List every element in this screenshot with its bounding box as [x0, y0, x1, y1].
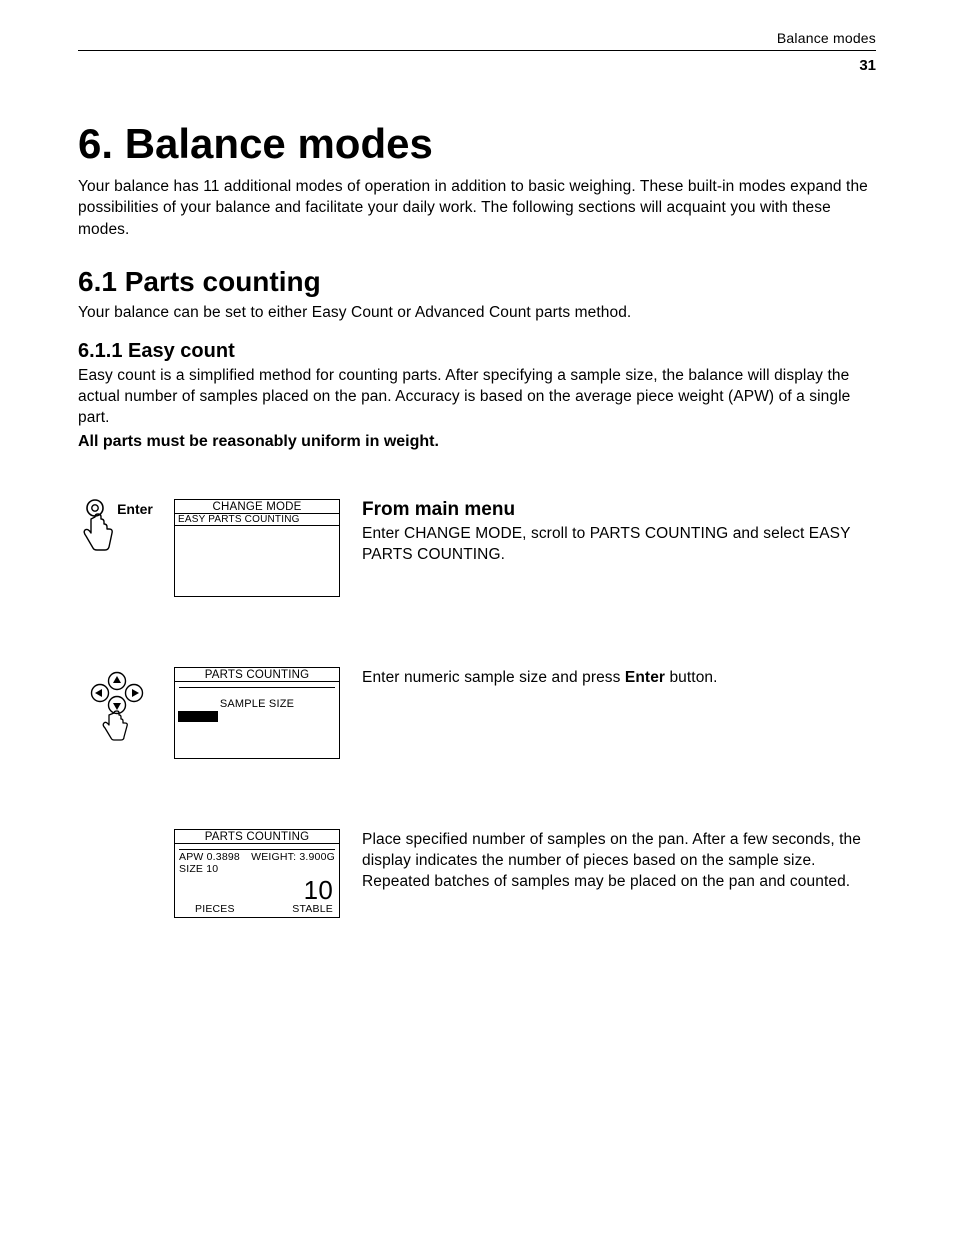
section-6-1-1-title: 6.1.1 Easy count — [78, 340, 876, 363]
running-header: Balance modes — [78, 30, 876, 46]
chapter-title: 6. Balance modes — [78, 120, 876, 168]
step-1: Enter CHANGE MODE EASY PARTS COUNTING Fr… — [78, 499, 876, 597]
lcd3-pieces-label: PIECES — [195, 903, 235, 915]
step2-text-post: button. — [665, 669, 718, 686]
press-hand-icon — [81, 499, 115, 555]
lcd2-sample-label: SAMPLE SIZE — [175, 698, 339, 710]
step-3: PARTS COUNTING APW 0.3898 WEIGHT: 3.900G… — [78, 829, 876, 918]
header-rule — [78, 50, 876, 51]
lcd2-cursor-block — [178, 711, 218, 722]
step1-text: Enter CHANGE MODE, scroll to PARTS COUNT… — [362, 523, 876, 566]
section-6-1-title: 6.1 Parts counting — [78, 266, 876, 298]
step2-text-pre: Enter numeric sample size and press — [362, 669, 625, 686]
section-6-1-intro: Your balance can be set to either Easy C… — [78, 302, 876, 323]
lcd3-stable-label: STABLE — [292, 903, 333, 915]
from-main-menu-heading: From main menu — [362, 499, 876, 521]
lcd1-selected-row: EASY PARTS COUNTING — [175, 514, 339, 526]
lcd3-weight: WEIGHT: 3.900G — [251, 851, 335, 863]
step-2: PARTS COUNTING SAMPLE SIZE Enter numeric… — [78, 667, 876, 759]
uniform-weight-note: All parts must be reasonably uniform in … — [78, 433, 876, 451]
step2-text: Enter numeric sample size and press Ente… — [362, 667, 876, 688]
lcd-screen-3: PARTS COUNTING APW 0.3898 WEIGHT: 3.900G… — [174, 829, 340, 918]
lcd-screen-1: CHANGE MODE EASY PARTS COUNTING — [174, 499, 340, 597]
lcd-screen-2: PARTS COUNTING SAMPLE SIZE — [174, 667, 340, 759]
step2-text-bold: Enter — [625, 669, 665, 686]
lcd3-apw: APW 0.3898 — [179, 851, 240, 863]
enter-label: Enter — [117, 501, 153, 517]
step3-text: Place specified number of samples on the… — [362, 829, 876, 893]
lcd2-title: PARTS COUNTING — [175, 668, 339, 682]
section-6-1-1-body: Easy count is a simplified method for co… — [78, 365, 876, 429]
page-number: 31 — [78, 57, 876, 74]
chapter-intro: Your balance has 11 additional modes of … — [78, 176, 876, 240]
lcd1-title: CHANGE MODE — [175, 500, 339, 514]
lcd3-count: 10 — [175, 877, 339, 903]
lcd3-title: PARTS COUNTING — [175, 830, 339, 844]
dpad-hand-icon — [78, 667, 156, 747]
